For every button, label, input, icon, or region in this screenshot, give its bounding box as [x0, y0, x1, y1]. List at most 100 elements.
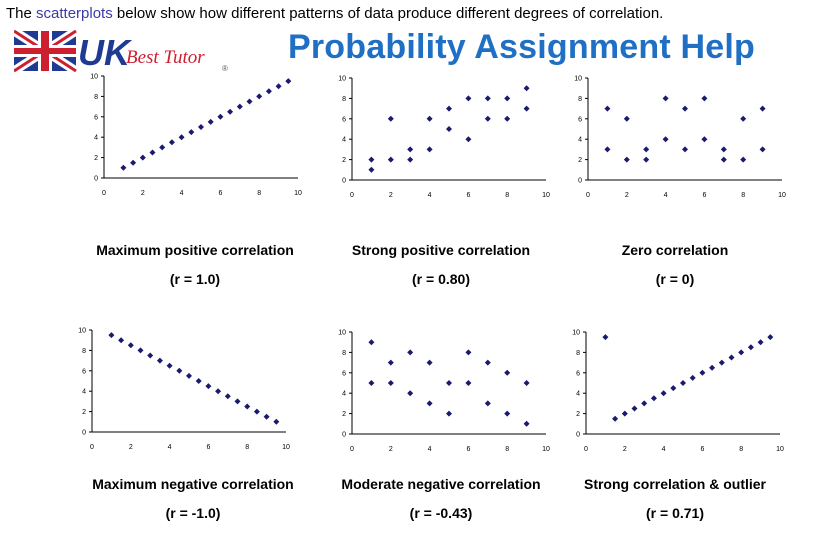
- data-point: [256, 93, 263, 100]
- x-tick-label: 6: [466, 446, 470, 453]
- data-point: [718, 359, 725, 366]
- data-point: [244, 403, 251, 410]
- y-tick-labels: 0 2 4 6 8 10: [574, 76, 582, 185]
- data-point: [660, 390, 667, 397]
- data-point: [275, 83, 282, 90]
- y-tick-labels: 0 2 4 6 8 10: [338, 76, 346, 185]
- x-tick-labels: 0 2 4 6 8 10: [350, 446, 550, 453]
- x-tick-label: 10: [542, 192, 550, 199]
- data-point: [426, 400, 433, 407]
- x-tick-label: 10: [294, 190, 302, 197]
- data-point: [285, 78, 292, 85]
- x-tick-label: 0: [102, 190, 106, 197]
- caption-moderate-negative: Moderate negative correlation: [341, 476, 541, 492]
- y-tick-label: 2: [342, 411, 346, 418]
- plot-axes: [585, 77, 782, 181]
- data-point: [465, 95, 472, 102]
- x-tick-label: 6: [206, 444, 210, 451]
- data-point: [217, 113, 224, 120]
- data-point: [368, 339, 375, 346]
- data-point: [137, 347, 144, 354]
- data-point: [205, 383, 212, 390]
- y-tick-label: 0: [578, 178, 582, 185]
- uk-best-tutor-logo: UK Best Tutor ®: [14, 27, 228, 75]
- data-point: [747, 344, 754, 351]
- x-tick-label: 0: [586, 192, 590, 199]
- data-point: [631, 405, 638, 412]
- data-point: [246, 98, 253, 105]
- x-tick-label: 10: [776, 446, 784, 453]
- x-tick-label: 10: [778, 192, 786, 199]
- x-tick-label: 2: [623, 446, 627, 453]
- data-point: [368, 166, 375, 173]
- data-point: [680, 380, 686, 386]
- x-tick-label: 0: [350, 446, 354, 453]
- data-point: [643, 156, 650, 163]
- y-tick-label: 0: [94, 176, 98, 183]
- r-label-max-positive: (r = 1.0): [169, 271, 221, 287]
- data-point: [504, 115, 511, 122]
- x-tick-label: 6: [700, 446, 704, 453]
- data-point: [139, 154, 146, 161]
- x-tick-label: 6: [218, 190, 222, 197]
- data-point: [130, 159, 137, 166]
- data-point: [426, 115, 433, 122]
- scatter-plot-strong-positive: 0 2 4 6 8 10 0 2 4 6 8 10: [338, 76, 550, 200]
- data-point: [670, 385, 677, 392]
- intro-prefix: The: [6, 5, 37, 22]
- y-tick-label: 8: [82, 348, 86, 355]
- data-point: [234, 398, 241, 405]
- data-points: [602, 334, 774, 422]
- y-tick-label: 10: [338, 76, 346, 83]
- caption-max-negative: Maximum negative correlation: [92, 476, 294, 492]
- y-tick-label: 4: [82, 389, 86, 396]
- scatter-plot-max-negative: 0 2 4 6 8 10 0 2 4 6 8 10: [78, 328, 290, 452]
- data-point: [682, 105, 688, 112]
- data-points: [604, 95, 766, 163]
- plot-axes: [349, 77, 546, 181]
- data-point: [188, 129, 195, 136]
- data-point: [156, 357, 163, 364]
- data-points: [120, 78, 292, 171]
- data-points: [368, 85, 530, 173]
- x-tick-label: 2: [625, 192, 629, 199]
- plot-axes: [101, 75, 298, 179]
- data-point: [643, 146, 650, 153]
- data-point: [759, 105, 766, 112]
- data-point: [207, 118, 214, 125]
- data-point: [728, 354, 735, 361]
- data-point: [387, 359, 394, 366]
- x-tick-labels: 0 2 4 6 8 10: [350, 192, 550, 199]
- data-point: [465, 380, 472, 386]
- data-point: [368, 156, 375, 163]
- data-point: [699, 369, 706, 376]
- x-tick-label: 4: [168, 444, 172, 451]
- data-point: [504, 95, 511, 102]
- data-point: [265, 88, 272, 95]
- data-point: [621, 410, 628, 417]
- y-tick-label: 0: [342, 432, 346, 439]
- data-point: [426, 359, 433, 366]
- plot-axes: [583, 331, 780, 435]
- x-tick-label: 2: [141, 190, 145, 197]
- data-point: [227, 108, 234, 115]
- logo-sub: ®: [222, 64, 228, 73]
- data-point: [186, 372, 192, 379]
- y-tick-label: 10: [572, 330, 580, 337]
- r-label-moderate-negative: (r = -0.43): [409, 505, 473, 521]
- data-points: [368, 339, 530, 427]
- x-tick-labels: 0 2 4 6 8 10: [586, 192, 786, 199]
- data-point: [484, 95, 491, 102]
- scatterplots-link[interactable]: scatterplots: [36, 5, 113, 22]
- y-tick-label: 0: [342, 178, 346, 185]
- scatter-plot-moderate-negative: 0 2 4 6 8 10 0 2 4 6 8 10: [338, 330, 550, 454]
- data-point: [387, 156, 394, 163]
- data-point: [159, 144, 166, 151]
- x-tick-label: 6: [702, 192, 706, 199]
- data-point: [426, 146, 433, 153]
- y-tick-label: 4: [342, 391, 346, 398]
- y-tick-label: 8: [576, 350, 580, 357]
- data-point: [504, 369, 511, 376]
- data-point: [166, 362, 173, 369]
- data-point: [407, 349, 414, 356]
